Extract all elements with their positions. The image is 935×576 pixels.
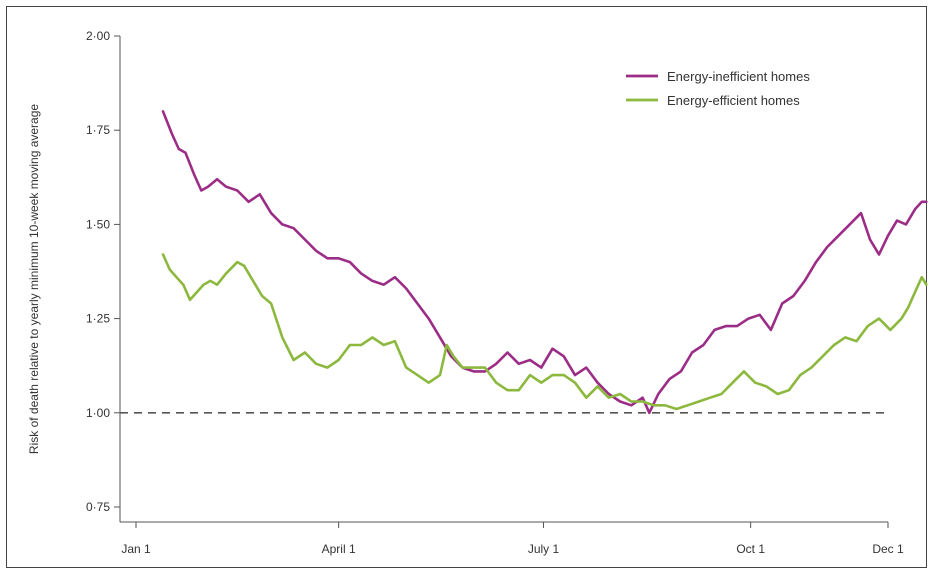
axes: 0·75 1·00 1·25 1·50 1·75 2·00 Jan 1 April 1 July…	[27, 29, 904, 556]
series-line-energy-efficient	[161, 253, 928, 411]
x-tick-label: July 1	[528, 542, 560, 556]
series-line-energy-inefficient	[161, 110, 928, 415]
legend-label: Energy-inefficient homes	[667, 69, 810, 84]
y-tick-label: 1·00	[86, 406, 110, 420]
chart-frame	[6, 6, 927, 568]
x-tick-label: April 1	[322, 542, 356, 556]
series-group	[161, 110, 928, 415]
legend-label: Energy-efficient homes	[667, 93, 800, 108]
x-tick-label: Oct 1	[736, 542, 765, 556]
y-tick-label: 0·75	[86, 500, 110, 514]
y-tick-label: 1·50	[86, 217, 110, 231]
y-tick-label: 1·75	[86, 123, 110, 137]
y-axis-title: Risk of death relative to yearly minimum…	[27, 104, 41, 454]
y-tick-label: 1·25	[86, 312, 110, 326]
x-tick-label: Jan 1	[121, 542, 151, 556]
legend: Energy-inefficient homes Energy-efficient…	[626, 69, 810, 108]
x-tick-label: Dec 1	[872, 542, 904, 556]
y-tick-label: 2·00	[86, 29, 110, 43]
